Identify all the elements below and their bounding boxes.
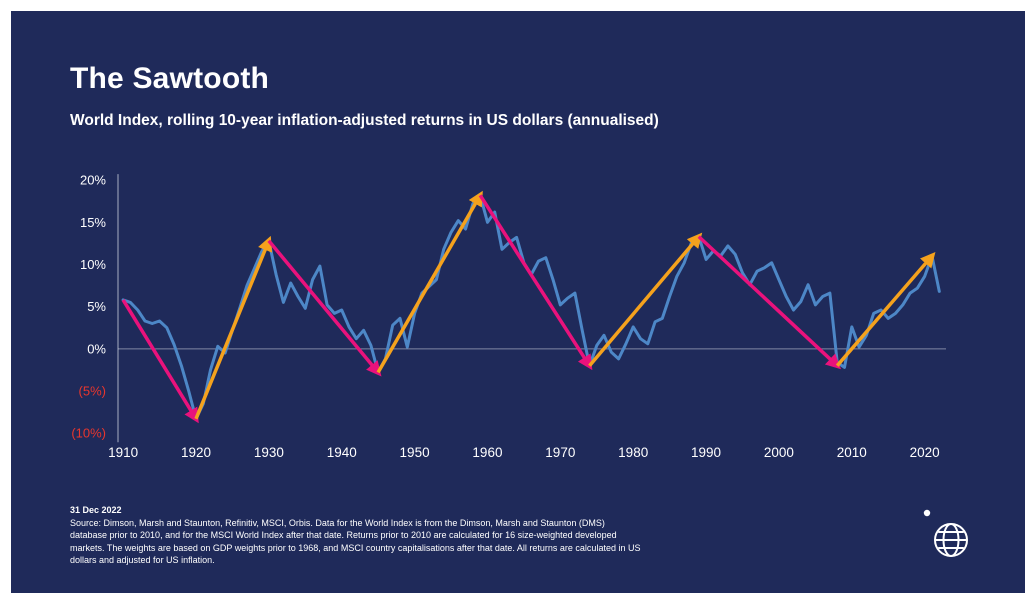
y-axis-ticks: 20% 15% 10% 5% 0% (5%) (10%) — [71, 173, 106, 441]
x-tick-label: 1920 — [181, 445, 211, 460]
y-tick-label: (5%) — [79, 384, 106, 399]
arrow-up — [588, 232, 703, 367]
x-tick-label: 1960 — [472, 445, 502, 460]
globe-logo-icon — [920, 506, 974, 569]
x-tick-label: 1930 — [254, 445, 284, 460]
y-tick-label: 15% — [80, 215, 106, 230]
source-note: Source: Dimson, Marsh and Staunton, Refi… — [70, 518, 641, 566]
series-lines — [121, 193, 941, 421]
x-tick-label: 1970 — [545, 445, 575, 460]
as-of-date: 31 Dec 2022 — [70, 505, 122, 515]
x-tick-label: 2020 — [910, 445, 940, 460]
axes — [117, 174, 946, 443]
y-tick-label: (10%) — [71, 426, 106, 441]
arrow-down — [697, 235, 842, 370]
x-tick-label: 2000 — [764, 445, 794, 460]
y-tick-label: 20% — [80, 173, 106, 188]
arrow-up — [376, 190, 483, 374]
x-tick-label: 1940 — [327, 445, 357, 460]
world-index-line — [121, 193, 941, 421]
x-tick-label: 1980 — [618, 445, 648, 460]
arrow-up — [835, 252, 936, 367]
chart-svg: 20%15%10%5%0%(5%)(10%)1910 1920 1930 1940 19… — [71, 173, 946, 460]
y-tick-label: 10% — [80, 257, 106, 272]
x-tick-label: 1990 — [691, 445, 721, 460]
sawtooth-arrows — [121, 190, 936, 424]
arrow-down — [478, 194, 593, 371]
chart-subtitle: World Index, rolling 10-year inflation-a… — [70, 112, 659, 129]
arrow-down — [121, 298, 199, 424]
x-tick-label: 1950 — [400, 445, 430, 460]
globe-dot — [923, 509, 931, 517]
x-tick-label: 2010 — [837, 445, 867, 460]
arrow-down — [267, 239, 382, 377]
x-axis-ticks: 1910 1920 1930 1940 1950 1960 1970 1980 1990 2000… — [108, 445, 940, 460]
page-title: The Sawtooth — [70, 62, 270, 95]
chart: 20% 15% 10% 5% 0% (5%) (10%) 1910 1920 1930 1940 19… — [71, 173, 948, 475]
footer: 31 Dec 2022 Source: Dimson, Marsh and St… — [70, 505, 642, 567]
navy-panel — [11, 11, 1025, 593]
arrow-up — [194, 235, 273, 420]
y-tick-label: 5% — [87, 299, 106, 314]
y-tick-label: 0% — [87, 341, 106, 356]
x-tick-label: 1910 — [108, 445, 138, 460]
